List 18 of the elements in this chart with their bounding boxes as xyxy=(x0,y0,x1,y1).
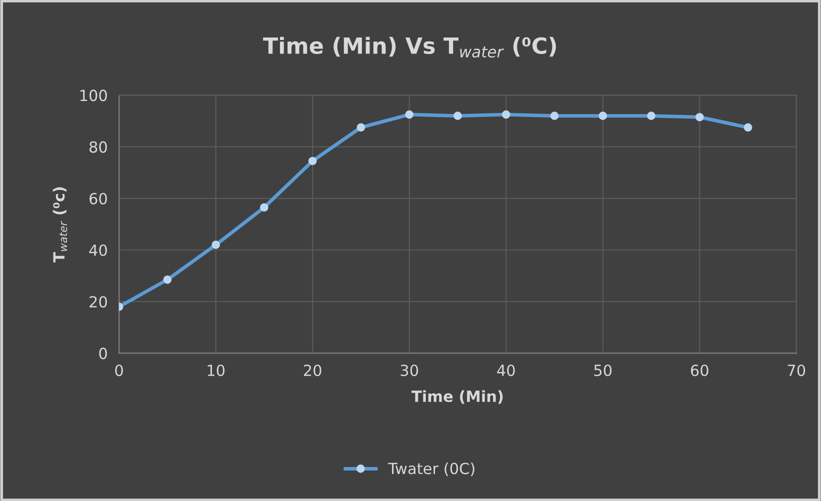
y-axis-title: T$_{water}$ (⁰c) xyxy=(52,187,68,262)
x-tick-label: 20 xyxy=(304,364,322,376)
y-tick-label: 0 xyxy=(99,348,107,360)
legend-label: Twater (0C) xyxy=(388,462,474,476)
x-tick-label: 50 xyxy=(594,364,612,376)
y-tick-label: 100 xyxy=(80,90,107,102)
y-tick-label: 20 xyxy=(90,296,107,308)
x-tick-label: 60 xyxy=(690,364,708,376)
x-axis-title: Time (Min) xyxy=(412,390,503,404)
y-tick-label: 80 xyxy=(90,141,107,153)
y-tick-label: 40 xyxy=(89,244,107,256)
x-tick-label: 40 xyxy=(497,364,515,376)
x-tick-label: 30 xyxy=(400,364,418,376)
chart-title: Time (Min) Vs T$_{water}$ (⁰C) xyxy=(263,36,556,58)
x-tick-label: 10 xyxy=(208,364,225,376)
y-tick-label: 60 xyxy=(90,192,107,204)
x-tick-label: 0 xyxy=(115,364,123,376)
x-tick-label: 70 xyxy=(788,364,806,376)
